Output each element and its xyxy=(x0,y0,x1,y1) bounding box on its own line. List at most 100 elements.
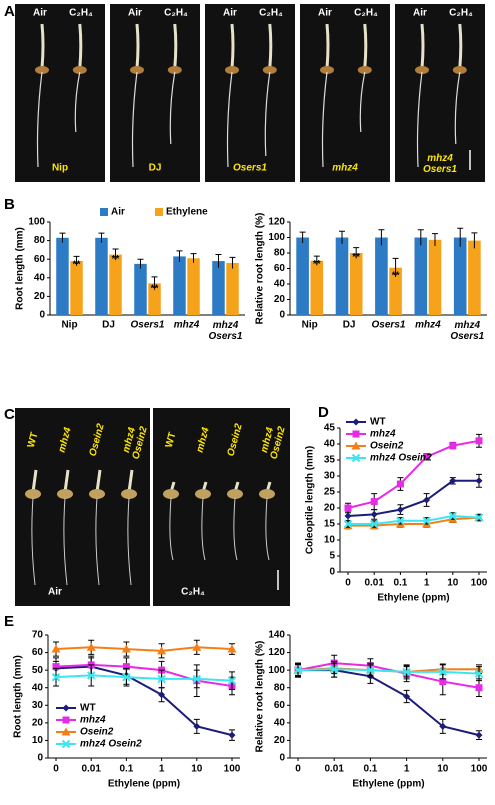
error-bar xyxy=(137,258,144,269)
seedling-root xyxy=(416,71,423,168)
seed xyxy=(227,489,243,499)
marker xyxy=(351,441,361,450)
marker xyxy=(293,665,303,675)
photo xyxy=(110,4,200,182)
marker xyxy=(158,691,166,699)
bar xyxy=(95,237,108,315)
x-tick-label: Nip xyxy=(61,320,77,331)
photo xyxy=(15,408,150,606)
y-tick-label: 45 xyxy=(324,423,336,434)
error-bar xyxy=(59,232,66,243)
marker xyxy=(448,511,458,521)
error-bar xyxy=(299,231,306,243)
genotype-label: mhz4 xyxy=(332,163,358,174)
y-tick-label: 100 xyxy=(28,217,45,228)
significance: ** xyxy=(73,259,81,270)
photo xyxy=(300,4,390,182)
marker xyxy=(438,667,448,677)
seedling-root xyxy=(127,497,132,586)
marker xyxy=(228,731,236,739)
y-tick-label: 20 xyxy=(324,503,336,514)
marker xyxy=(439,678,447,686)
seed xyxy=(259,489,275,499)
line xyxy=(55,665,233,737)
x-tick-label: 0.01 xyxy=(81,764,101,775)
y-tick-label: 0 xyxy=(279,310,285,321)
seedling-root xyxy=(36,71,43,168)
seedling-root xyxy=(359,71,366,133)
error-bar xyxy=(313,255,320,266)
marker xyxy=(51,644,61,653)
error-bar xyxy=(176,250,183,262)
condition-label: C₂H₄ xyxy=(181,587,205,598)
seed xyxy=(357,66,372,74)
bar xyxy=(173,256,186,315)
seedling-root xyxy=(63,497,68,586)
significance: ** xyxy=(112,254,120,265)
seedling-shoot xyxy=(268,23,273,69)
y-tick-label: 80 xyxy=(34,235,46,246)
y-tick-label: 25 xyxy=(324,487,336,498)
seed xyxy=(167,66,182,74)
x-axis-label: Ethylene (ppm) xyxy=(108,779,180,790)
y-tick-label: 40 xyxy=(32,682,44,693)
x-tick-label: 0 xyxy=(295,764,301,775)
line xyxy=(55,646,233,652)
seedling-shoot xyxy=(63,469,70,493)
error-bar xyxy=(457,227,464,247)
bar xyxy=(414,237,428,315)
marker xyxy=(396,516,405,526)
seedling-shoot xyxy=(127,469,134,493)
legend-label: mhz4 Osein2 xyxy=(80,739,142,750)
condition-label: Air xyxy=(318,8,332,19)
seedling-root xyxy=(169,497,174,561)
seedling-root xyxy=(264,71,271,157)
seed xyxy=(163,489,179,499)
y-tick-label: 60 xyxy=(274,263,286,274)
legend-label: Air xyxy=(111,207,125,218)
y-tick-label: 40 xyxy=(274,279,286,290)
marker xyxy=(121,644,131,653)
error-bar xyxy=(190,253,197,263)
seed xyxy=(25,489,41,499)
x-tick-label: 100 xyxy=(471,578,488,589)
marker xyxy=(370,498,378,506)
y-tick-label: 20 xyxy=(32,717,44,728)
condition-label: Air xyxy=(33,8,47,19)
x-tick-label: 0.01 xyxy=(324,764,344,775)
marker xyxy=(369,519,379,529)
marker xyxy=(449,477,457,485)
y-tick-label: 0 xyxy=(39,310,45,321)
seedling-root xyxy=(131,71,138,168)
y-tick-label: 80 xyxy=(274,248,286,259)
condition-label: Air xyxy=(223,8,237,19)
seed xyxy=(225,66,239,74)
condition-label: C₂H₄ xyxy=(69,8,93,19)
seedling-shoot xyxy=(31,469,38,493)
significance: ** xyxy=(151,284,159,295)
genotype-label: DJ xyxy=(149,163,162,174)
y-tick-label: 50 xyxy=(32,665,44,676)
significance: ** xyxy=(392,271,400,282)
marker xyxy=(157,646,167,655)
genotype-label: WT xyxy=(164,431,179,449)
marker xyxy=(62,704,70,712)
y-axis-label: Relative root length (%) xyxy=(255,641,266,753)
legend-swatch xyxy=(155,208,163,216)
seedling-root xyxy=(31,497,36,586)
marker xyxy=(474,669,484,678)
y-tick-label: 40 xyxy=(34,272,46,283)
marker xyxy=(352,418,360,426)
condition-label: C₂H₄ xyxy=(259,8,283,19)
marker xyxy=(366,665,375,675)
y-tick-label: 60 xyxy=(274,700,286,711)
marker xyxy=(475,477,483,485)
line xyxy=(347,439,480,509)
seedling-shoot xyxy=(135,23,140,69)
marker xyxy=(157,674,166,684)
line xyxy=(297,662,480,689)
bar xyxy=(296,237,309,315)
bar xyxy=(212,261,225,315)
seedling-root xyxy=(321,71,328,168)
legend-label: WT xyxy=(80,703,96,714)
